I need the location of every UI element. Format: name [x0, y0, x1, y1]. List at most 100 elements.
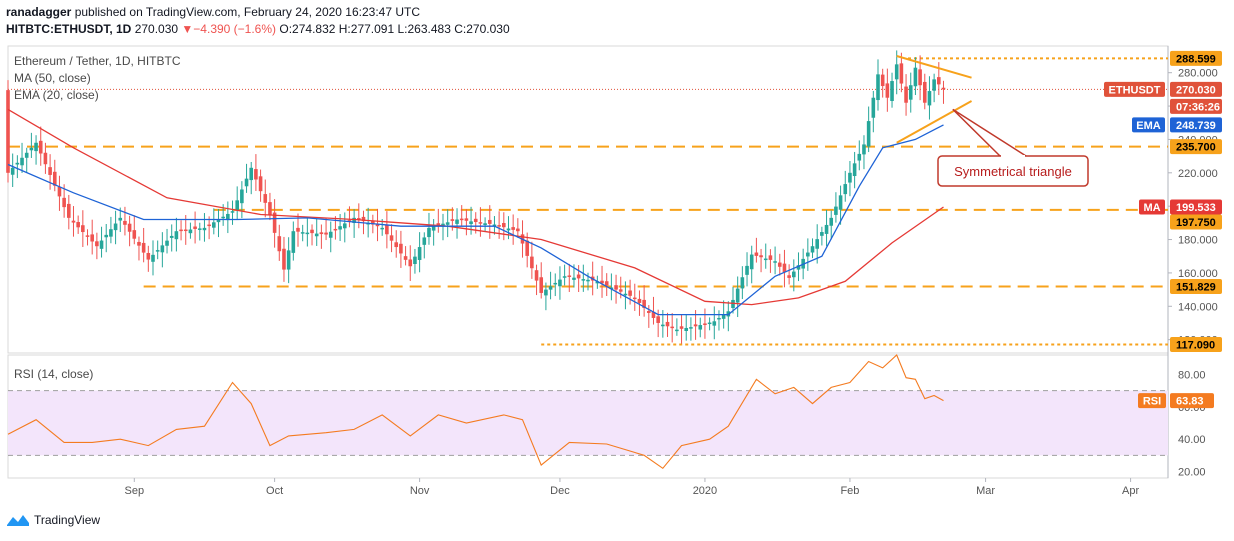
candle-body — [754, 252, 759, 256]
candle-body — [689, 327, 693, 329]
candle-body — [207, 224, 211, 227]
candle-body — [562, 276, 567, 278]
candle-body — [235, 200, 239, 211]
candle-body — [254, 169, 258, 180]
candle-body — [403, 256, 408, 260]
time-tick-label: Nov — [410, 485, 430, 497]
candle-body — [464, 218, 469, 221]
candle-body — [123, 220, 127, 225]
candle-body — [478, 222, 483, 224]
candle-body — [787, 275, 791, 278]
117-label: 117.090 — [1176, 340, 1215, 352]
candle-body — [436, 223, 441, 226]
candle-body — [890, 81, 894, 102]
candle-body — [24, 152, 29, 158]
rsi-tick-label: 20.00 — [1178, 467, 1206, 479]
chart-title: Ethereum / Tether, 1D, HITBTC — [14, 54, 181, 68]
candle-body — [342, 223, 347, 229]
ema20-line — [7, 124, 944, 316]
ema-price-tag — [1170, 117, 1222, 133]
candle-body — [717, 317, 721, 320]
candle-body — [511, 227, 515, 230]
candle-body — [609, 287, 614, 290]
candle-body — [399, 243, 403, 254]
tradingview-logo[interactable]: TradingView — [6, 513, 100, 527]
candle-body — [441, 223, 445, 227]
235-label: 235.700 — [1176, 142, 1216, 154]
candle-body — [497, 225, 501, 227]
candle-body — [328, 231, 333, 238]
candle-body — [371, 221, 375, 225]
candle-body — [932, 79, 936, 91]
candle-body — [899, 63, 904, 84]
candle-body — [703, 323, 707, 325]
annotation-text: Symmetrical triangle — [954, 164, 1072, 179]
open-value: O:274.832 — [279, 22, 336, 36]
candle-body — [782, 263, 787, 273]
candle-body — [67, 203, 71, 218]
candle-body — [661, 324, 665, 327]
ethusdt-name-label: ETHUSDT — [1109, 84, 1161, 96]
candle-body — [908, 85, 913, 100]
candle-body — [937, 77, 941, 85]
candle-body — [408, 259, 413, 267]
candle-body — [179, 229, 183, 232]
candle-body — [693, 324, 698, 327]
candle-body — [76, 222, 80, 228]
candle-body — [749, 254, 754, 270]
candle-body — [618, 289, 623, 292]
candle-body — [829, 217, 834, 226]
candle-body — [244, 178, 249, 187]
candle-body — [305, 232, 310, 235]
candle-body — [492, 224, 497, 227]
time-tick-label: Feb — [840, 485, 859, 497]
candle-body — [427, 227, 431, 238]
candle-body — [502, 223, 506, 228]
candle-body — [48, 167, 52, 175]
candle-body — [483, 223, 487, 226]
candle-body — [647, 311, 651, 313]
candle-body — [146, 252, 151, 260]
candle-body — [300, 232, 305, 234]
candle-body — [473, 218, 478, 223]
ma-name-label: MA — [1143, 202, 1160, 214]
candle-body — [132, 230, 137, 239]
candle-body — [165, 240, 169, 246]
rsi-legend: RSI (14, close) — [14, 367, 94, 381]
candle-body — [815, 239, 819, 249]
ma-price-label: 199.533 — [1176, 202, 1216, 214]
ma-name-tag — [1139, 199, 1165, 215]
candle-body — [422, 237, 427, 245]
candle-body — [628, 290, 632, 296]
candle-body — [487, 219, 492, 224]
candle-body — [469, 221, 473, 225]
candle-body — [918, 69, 922, 86]
ma-price-tag — [1170, 199, 1222, 215]
candle-body — [614, 285, 618, 290]
candle-body — [913, 67, 918, 87]
price-tick-label: 180.000 — [1178, 235, 1218, 247]
candle-body — [277, 236, 282, 252]
candle-body — [707, 322, 712, 325]
rsi-value-tag — [1170, 393, 1214, 409]
candle-body — [576, 274, 581, 279]
candle-body — [553, 282, 558, 285]
candle-body — [595, 281, 600, 284]
publish-line: ranadagger published on TradingView.com,… — [6, 5, 420, 19]
ema-price-label: 248.739 — [1176, 120, 1216, 132]
candle-body — [445, 222, 450, 225]
ema-legend: EMA (20, close) — [14, 88, 99, 102]
author-name[interactable]: ranadagger — [6, 5, 72, 19]
candle-body — [263, 194, 268, 203]
candle-body — [6, 90, 10, 173]
rsi-line — [7, 354, 944, 470]
candle-body — [57, 186, 62, 197]
candle-body — [258, 176, 263, 192]
symbol-name[interactable]: HITBTC:ETHUSDT, 1D — [6, 22, 132, 36]
triangle-upper-line — [896, 55, 972, 79]
candle-body — [10, 167, 15, 175]
brand-name: TradingView — [34, 513, 101, 527]
candle-body — [792, 271, 796, 278]
